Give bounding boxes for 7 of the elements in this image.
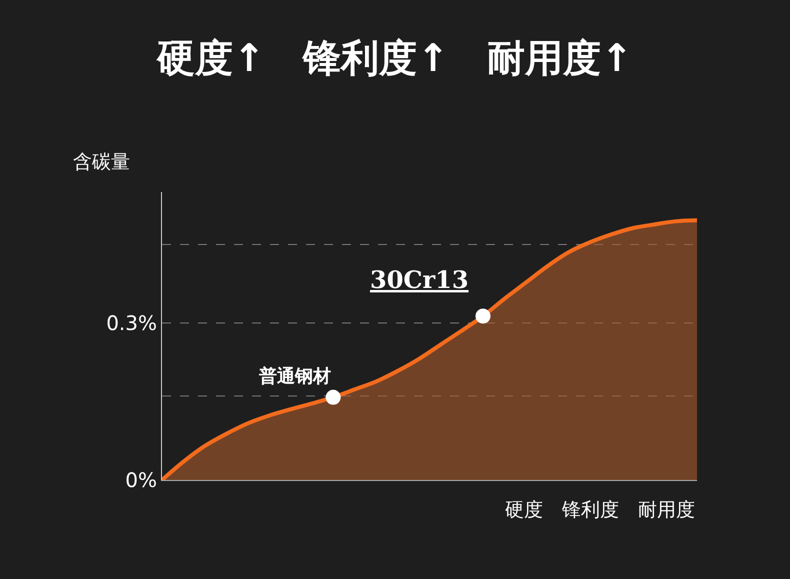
annotation: 普通钢材 (258, 366, 331, 387)
x-axis-title: 硬度 锋利度 耐用度 (505, 499, 695, 521)
y-tick-label: 0% (125, 468, 157, 492)
y-axis-title: 含碳量 (73, 151, 130, 173)
annotation: 30Cr13 (370, 265, 469, 294)
chart-title: 硬度↑ 锋利度↑ 耐用度↑ (156, 36, 633, 80)
y-tick-label: 0.3% (106, 310, 157, 335)
